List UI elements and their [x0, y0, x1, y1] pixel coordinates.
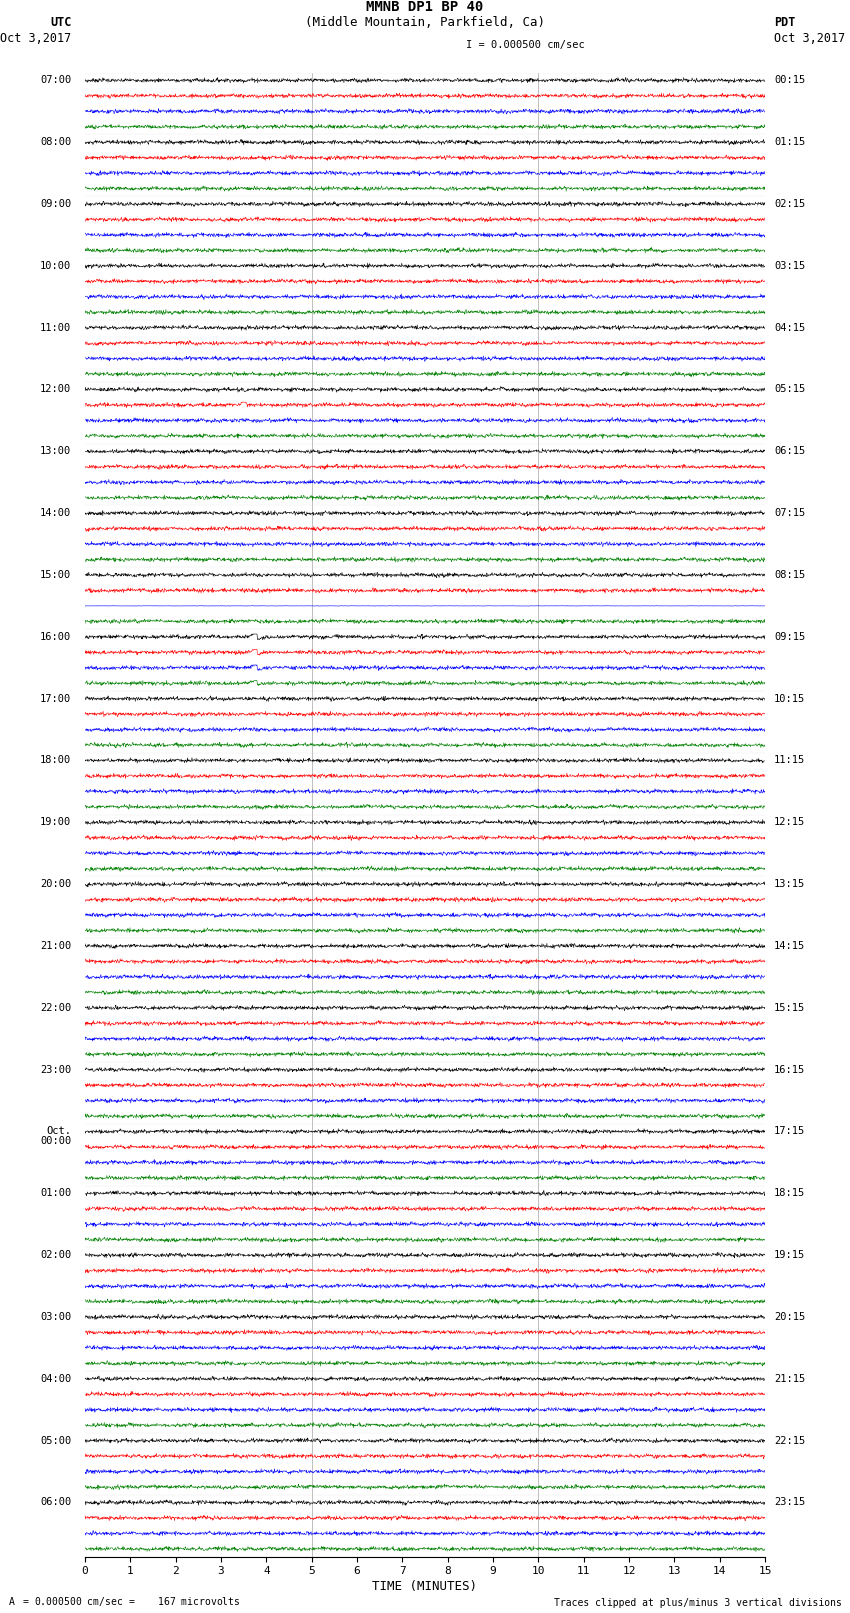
Text: 04:15: 04:15 — [774, 323, 805, 332]
Text: 14:00: 14:00 — [40, 508, 71, 518]
Text: 05:00: 05:00 — [40, 1436, 71, 1445]
Text: 02:15: 02:15 — [774, 198, 805, 210]
Text: 18:00: 18:00 — [40, 755, 71, 766]
Text: A$\;$ = 0.000500 cm/sec =    167 microvolts: A$\;$ = 0.000500 cm/sec = 167 microvolts — [8, 1595, 241, 1608]
Text: 03:15: 03:15 — [774, 261, 805, 271]
Text: 10:00: 10:00 — [40, 261, 71, 271]
Text: 01:00: 01:00 — [40, 1189, 71, 1198]
Text: 08:15: 08:15 — [774, 569, 805, 581]
Text: Traces clipped at plus/minus 3 vertical divisions: Traces clipped at plus/minus 3 vertical … — [553, 1598, 842, 1608]
Text: 04:00: 04:00 — [40, 1374, 71, 1384]
Text: 23:00: 23:00 — [40, 1065, 71, 1074]
Text: 21:15: 21:15 — [774, 1374, 805, 1384]
Text: 06:15: 06:15 — [774, 447, 805, 456]
Text: Oct 3,2017: Oct 3,2017 — [774, 32, 845, 45]
Text: 12:00: 12:00 — [40, 384, 71, 395]
Text: 17:15: 17:15 — [774, 1126, 805, 1137]
Text: 21:00: 21:00 — [40, 940, 71, 952]
Text: 14:15: 14:15 — [774, 940, 805, 952]
Text: 20:00: 20:00 — [40, 879, 71, 889]
Text: 09:00: 09:00 — [40, 198, 71, 210]
Text: 19:00: 19:00 — [40, 818, 71, 827]
Text: 17:00: 17:00 — [40, 694, 71, 703]
Text: 22:00: 22:00 — [40, 1003, 71, 1013]
Text: 18:15: 18:15 — [774, 1189, 805, 1198]
Text: 19:15: 19:15 — [774, 1250, 805, 1260]
Text: Oct.: Oct. — [47, 1126, 71, 1137]
Text: 23:15: 23:15 — [774, 1497, 805, 1508]
Text: PDT: PDT — [774, 16, 796, 29]
Text: 01:15: 01:15 — [774, 137, 805, 147]
Text: 16:15: 16:15 — [774, 1065, 805, 1074]
Text: 00:00: 00:00 — [40, 1136, 71, 1145]
Text: 06:00: 06:00 — [40, 1497, 71, 1508]
Text: 13:15: 13:15 — [774, 879, 805, 889]
Text: 20:15: 20:15 — [774, 1311, 805, 1323]
Text: 11:00: 11:00 — [40, 323, 71, 332]
Text: 11:15: 11:15 — [774, 755, 805, 766]
Text: 12:15: 12:15 — [774, 818, 805, 827]
Text: I = 0.000500 cm/sec: I = 0.000500 cm/sec — [466, 40, 585, 50]
X-axis label: TIME (MINUTES): TIME (MINUTES) — [372, 1581, 478, 1594]
Text: 16:00: 16:00 — [40, 632, 71, 642]
Text: (Middle Mountain, Parkfield, Ca): (Middle Mountain, Parkfield, Ca) — [305, 16, 545, 29]
Text: 22:15: 22:15 — [774, 1436, 805, 1445]
Text: 13:00: 13:00 — [40, 447, 71, 456]
Text: 02:00: 02:00 — [40, 1250, 71, 1260]
Text: MMNB DP1 BP 40: MMNB DP1 BP 40 — [366, 0, 484, 15]
Text: 09:15: 09:15 — [774, 632, 805, 642]
Text: 05:15: 05:15 — [774, 384, 805, 395]
Text: Oct 3,2017: Oct 3,2017 — [0, 32, 71, 45]
Text: 15:00: 15:00 — [40, 569, 71, 581]
Text: UTC: UTC — [50, 16, 71, 29]
Text: 10:15: 10:15 — [774, 694, 805, 703]
Text: 07:15: 07:15 — [774, 508, 805, 518]
Text: 00:15: 00:15 — [774, 76, 805, 85]
Text: 08:00: 08:00 — [40, 137, 71, 147]
Text: 07:00: 07:00 — [40, 76, 71, 85]
Text: 15:15: 15:15 — [774, 1003, 805, 1013]
Text: 03:00: 03:00 — [40, 1311, 71, 1323]
